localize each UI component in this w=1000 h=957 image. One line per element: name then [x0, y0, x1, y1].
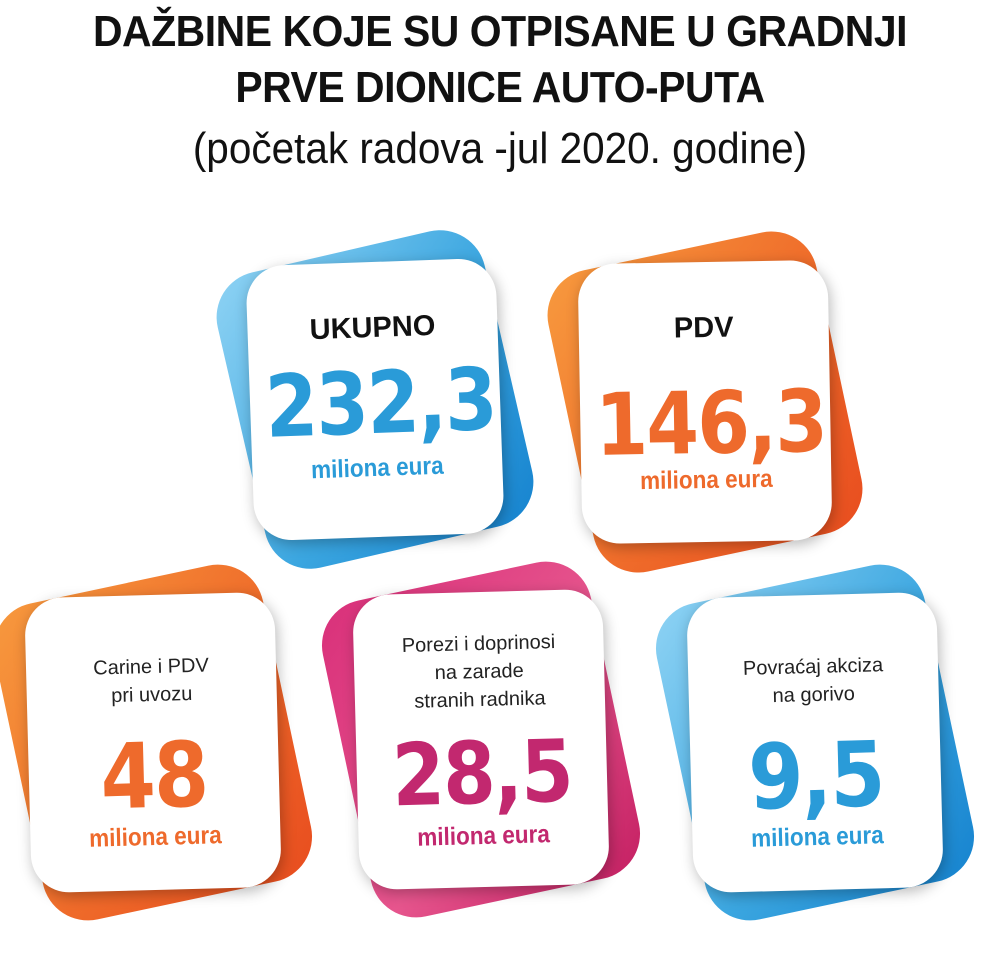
card-carine-unit: miliona eura: [88, 821, 223, 853]
page-title: DAŽBINE KOJE SU OTPISANE U GRADNJI PRVE …: [35, 4, 965, 116]
card-carine-label-2: pri uvozu: [110, 682, 193, 708]
card-porezi-value: 28,5: [390, 721, 574, 827]
card-porezi-label-3: stranih radnika: [414, 687, 546, 713]
card-carine-value: 48: [99, 722, 209, 831]
card-povracaj-panel: Povraćaj akciza na gorivo 9,5 miliona eu…: [686, 591, 944, 894]
card-pdv-unit: miliona eura: [639, 464, 773, 496]
card-porezi: Porezi i doprinosi na zarade stranih rad…: [313, 553, 649, 926]
card-carine: Carine i PDV pri uvozu 48 miliona eura: [0, 556, 321, 929]
card-ukupno-value: 232,3: [263, 349, 498, 458]
card-povracaj-value: 9,5: [747, 722, 885, 831]
card-ukupno-panel: UKUPNO 232,3 miliona eura: [245, 257, 505, 542]
title-line-1: DAŽBINE KOJE SU OTPISANE U GRADNJI: [92, 7, 908, 56]
card-pdv-label: PDV: [673, 311, 734, 345]
page-subtitle: (početak radova -jul 2020. godine): [192, 124, 808, 173]
title-line-2: PRVE DIONICE AUTO-PUTA: [235, 63, 765, 112]
card-porezi-panel: Porezi i doprinosi na zarade stranih rad…: [352, 588, 610, 891]
card-pdv-panel: PDV 146,3 miliona eura: [577, 259, 833, 545]
card-porezi-unit: miliona eura: [416, 820, 551, 852]
card-pdv-value: 146,3: [594, 371, 827, 476]
card-povracaj-unit: miliona eura: [750, 821, 885, 853]
card-ukupno: UKUPNO 232,3 miliona eura: [207, 221, 543, 578]
card-ukupno-label: UKUPNO: [309, 309, 436, 347]
card-povracaj: Povraćaj akciza na gorivo 9,5 miliona eu…: [647, 556, 983, 929]
card-carine-panel: Carine i PDV pri uvozu 48 miliona eura: [24, 591, 282, 894]
card-povracaj-label-2: na gorivo: [772, 682, 856, 708]
card-pdv: PDV 146,3 miliona eura: [538, 222, 872, 582]
